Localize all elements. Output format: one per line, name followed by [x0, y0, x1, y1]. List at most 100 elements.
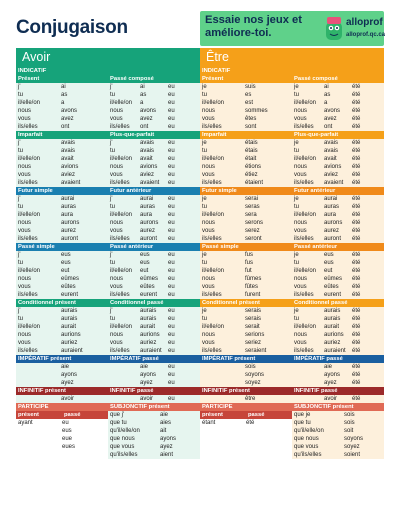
verb-form: es: [245, 92, 252, 98]
auxiliary: eûtes: [324, 284, 339, 290]
past-participle: été: [352, 316, 361, 322]
cell-simple: ils/elles seraient: [200, 347, 292, 355]
verb-form: serais: [245, 316, 262, 322]
infinitif-label-right: INFINITIF passé: [294, 388, 338, 394]
verb-form: eûtes: [61, 284, 76, 290]
infinitif-row: avoir avoir eu: [16, 395, 200, 403]
auxiliary: avaient: [140, 180, 160, 186]
auxiliary: aurez: [324, 228, 340, 234]
past-participle: eu: [168, 284, 175, 290]
verb-form: aie: [61, 364, 70, 370]
pronoun: vous: [110, 340, 123, 346]
verb-form: sommes: [245, 108, 268, 114]
pronoun: j': [18, 252, 21, 258]
auxiliary: aviez: [140, 172, 155, 178]
pronoun: tu: [110, 260, 116, 266]
pronoun: ils/elles: [294, 180, 314, 186]
verb-form: furent: [245, 292, 261, 298]
pronoun: tu: [294, 260, 300, 266]
pronoun: il/elle/on: [18, 156, 41, 162]
conjugation-row: je serais je aurais été: [200, 307, 384, 315]
pronoun: ils/elles: [294, 236, 314, 242]
spacer: [108, 371, 140, 379]
verb-form: étais: [245, 148, 258, 154]
subjonctif-pronoun: qu'il/elle/on: [110, 428, 140, 434]
spacer: [108, 379, 140, 387]
auxiliary: avaient: [324, 180, 344, 186]
verb-form: êtes: [245, 116, 257, 122]
pronoun: ils/elles: [110, 292, 130, 298]
pronoun: je: [294, 84, 299, 90]
pronoun: tu: [202, 316, 208, 322]
pronoun: j': [110, 252, 113, 258]
past-participle: eu: [168, 156, 175, 162]
cell-compound: il/elle/on avait eu: [108, 155, 200, 163]
auxiliary: eûtes: [140, 284, 155, 290]
present-pc-label-right: Passé composé: [110, 76, 154, 82]
pronoun: tu: [202, 260, 208, 266]
conjugation-row: il/elle/on avait il/elle/on avait eu: [16, 155, 200, 163]
verb-form: fut: [245, 268, 252, 274]
pronoun: ils/elles: [110, 236, 130, 242]
past-participle: été: [352, 380, 361, 386]
cell-simple: sois: [200, 363, 292, 371]
subjonctif-row: qu'il/elle/on soit: [292, 427, 384, 435]
conjugation-row: je étais je avais été: [200, 139, 384, 147]
pronoun: nous: [18, 276, 32, 282]
subjonctif-row: que vous ayez: [108, 443, 200, 451]
past-participle: été: [352, 340, 361, 346]
ps-pa-header: Passé simple Passé antérieur: [200, 243, 384, 251]
infinitif-header: INFINITIF présent INFINITIF passé: [200, 387, 384, 395]
auxiliary: aurais: [324, 316, 341, 322]
conjugation-row: vous avez vous avez eu: [16, 115, 200, 123]
subjonctif-form: soit: [344, 428, 354, 434]
pronoun: je: [294, 196, 299, 202]
verb-form: avez: [61, 116, 74, 122]
conjugation-row: ils/elles avaient ils/elles avaient eu: [16, 179, 200, 187]
participe-passe: été: [246, 420, 255, 426]
pronoun: tu: [18, 92, 24, 98]
past-participle: été: [352, 372, 361, 378]
pronoun: je: [202, 140, 207, 146]
auxiliary: avions: [140, 164, 158, 170]
past-participle: été: [352, 260, 361, 266]
promo-banner[interactable]: Essaie nos jeux et améliore-toi. allopro…: [200, 11, 385, 46]
imperatif-header: IMPÉRATIF présent IMPÉRATIF passé: [200, 355, 384, 363]
auxiliary: auras: [140, 204, 156, 210]
cell-simple: tu es: [200, 91, 292, 99]
pronoun: tu: [294, 204, 300, 210]
auxiliary: ayez: [140, 380, 153, 386]
present-block: je suis je ai été tu es tu as été il/elle/on est il/…: [200, 83, 384, 131]
participe-passe: eu: [62, 420, 69, 426]
auxiliary: ont: [140, 124, 149, 130]
pronoun: tu: [110, 92, 116, 98]
verb-form: serait: [245, 324, 260, 330]
spacer: [200, 379, 245, 387]
verb-form: ayez: [61, 380, 74, 386]
pronoun: tu: [110, 316, 116, 322]
auxiliary: aura: [140, 212, 153, 218]
auxiliary: eurent: [140, 292, 158, 298]
verb-form: a: [61, 100, 65, 106]
pronoun: nous: [18, 108, 32, 114]
imperatif-row: ayons ayons eu: [16, 371, 200, 379]
spacer: [292, 371, 324, 379]
auxiliary: ai: [140, 84, 145, 90]
auxiliary: aurez: [140, 228, 156, 234]
conjugation-row: ils/elles auraient ils/elles auraient eu: [16, 347, 200, 355]
verb-form: fûtes: [245, 284, 259, 290]
verb-form: était: [245, 156, 257, 162]
pronoun: ils/elles: [18, 236, 38, 242]
verb-form: avait: [61, 156, 74, 162]
past-participle: eu: [168, 260, 175, 266]
conjugation-row: tu fus tu eus été: [200, 259, 384, 267]
participe-label: PARTICIPE: [202, 404, 233, 410]
auxiliary: aie: [324, 364, 333, 370]
pronoun: vous: [202, 116, 215, 122]
verb-form: serions: [245, 332, 265, 338]
auxiliary: aurais: [140, 316, 157, 322]
cell-simple: il/elle/on serait: [200, 323, 292, 331]
past-participle: été: [352, 92, 361, 98]
past-participle: eu: [168, 124, 175, 130]
cell-compound: tu aurais eu: [108, 315, 200, 323]
